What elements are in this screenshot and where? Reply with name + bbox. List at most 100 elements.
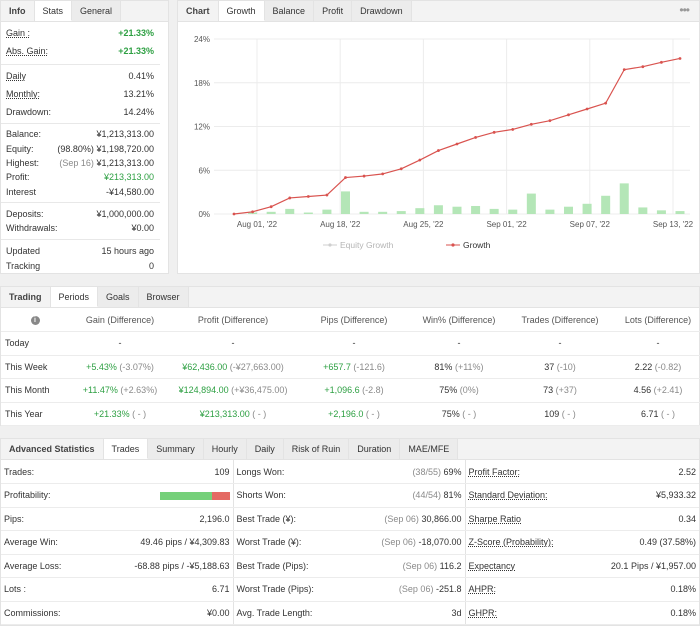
stat-value: 2.52	[605, 460, 699, 484]
stat-label: Shorts Won:	[233, 483, 353, 508]
stat-label-link[interactable]: Standard Deviation:	[468, 490, 548, 501]
stat-label: Lots :	[1, 577, 89, 602]
growth-point	[344, 176, 347, 179]
tab-info[interactable]: Info	[1, 1, 35, 21]
period-label: This Week	[1, 355, 69, 379]
x-tick-label: Aug 18, '22	[320, 220, 361, 229]
trades-val: 109	[544, 408, 560, 419]
tab-daily[interactable]: Daily	[246, 439, 284, 459]
profit-value: ¥213,313.00	[103, 172, 154, 182]
pips-val: -	[352, 338, 356, 349]
growth-point	[325, 193, 329, 197]
tab-trading[interactable]: Trading	[1, 287, 51, 307]
profitability-loss	[212, 491, 230, 500]
stats-row: Average Win: 49.46 pips / ¥4,309.83 Worst …	[1, 530, 699, 555]
gain-cell: +21.33% ( - )	[69, 402, 171, 426]
divider	[1, 239, 160, 240]
period-row-year: This Year +21.33% ( - ) ¥213,313.00 ( - …	[1, 402, 700, 426]
equity-note: (98.80%)	[57, 144, 94, 154]
ellipsis-icon[interactable]: •••	[679, 3, 690, 17]
gain-val: +21.33%	[93, 408, 130, 419]
stat-label[interactable]: Standard Deviation:	[465, 483, 605, 508]
tab-duration[interactable]: Duration	[349, 439, 401, 459]
stat-label-link[interactable]: AHPR:	[468, 584, 497, 595]
tab-goals[interactable]: Goals	[98, 287, 139, 307]
growth-point	[585, 107, 589, 111]
stat-label-link[interactable]: Profit Factor:	[468, 466, 521, 477]
stat-label[interactable]: Profit Factor:	[465, 460, 605, 484]
stat-label: Average Loss:	[1, 554, 89, 578]
daily-bar	[359, 211, 369, 214]
daily-bar	[675, 211, 685, 214]
stat-label[interactable]: Expectancy	[465, 554, 605, 578]
daily-label[interactable]: Daily	[6, 71, 27, 81]
tab-growth[interactable]: Growth	[218, 1, 265, 21]
x-tick-label: Sep 07, '22	[570, 220, 611, 229]
gain-label[interactable]: Gain :	[6, 28, 31, 38]
daily-bar	[508, 209, 518, 214]
tabs-filler	[121, 1, 168, 21]
abs-gain-label[interactable]: Abs. Gain:	[6, 46, 49, 56]
drawdown-label: Drawdown:	[6, 107, 52, 117]
tab-chart[interactable]: Chart	[178, 1, 219, 21]
advanced-stats-table: Trades: 109 Longs Won: (38/55) 69% Profit Fa…	[1, 460, 699, 625]
tab-mae-mfe[interactable]: MAE/MFE	[400, 439, 459, 459]
tabs-filler	[188, 287, 699, 307]
growth-point	[251, 210, 254, 214]
tab-general[interactable]: General	[72, 1, 122, 21]
stats-row: Commissions: ¥0.00 Avg. Trade Length: 3d GH…	[1, 601, 699, 625]
col-lots: Lots (Difference)	[615, 308, 700, 332]
daily-bar	[341, 191, 350, 214]
period-label: Today	[1, 331, 69, 356]
daily-bar	[433, 205, 443, 214]
tab-browser[interactable]: Browser	[138, 287, 189, 307]
stat-value-group: (Sep 06) 30,866.00	[353, 507, 466, 531]
monthly-label[interactable]: Monthly:	[6, 89, 41, 99]
stat-label-link[interactable]: Sharpe Ratio	[468, 513, 522, 524]
tab-drawdown[interactable]: Drawdown	[352, 1, 412, 21]
highest-note: (Sep 16)	[59, 158, 94, 168]
tab-risk-of-ruin[interactable]: Risk of Ruin	[283, 439, 350, 459]
tabs-filler	[411, 1, 699, 21]
tab-balance[interactable]: Balance	[264, 1, 315, 21]
trades-val: 73	[543, 385, 554, 396]
balance-value: ¥1,213,313.00	[96, 129, 154, 139]
stat-note: (44/54)	[412, 490, 441, 501]
stat-label[interactable]: Z-Score (Probability):	[465, 530, 605, 555]
profit-cell: ¥124,894.00 (+¥36,475.00)	[171, 378, 295, 403]
stat-label[interactable]: Sharpe Ratio	[465, 507, 605, 531]
info-panel: Info Stats General Gain : +21.33% Abs. G…	[0, 0, 169, 274]
chart-tabs: Chart Growth Balance Profit Drawdown	[178, 1, 699, 22]
lots-val: 6.71	[640, 408, 659, 419]
lots-diff: (+2.41)	[653, 385, 683, 396]
daily-bar	[266, 211, 276, 214]
tab-stats[interactable]: Stats	[34, 1, 73, 21]
info-icon[interactable]: i	[1, 308, 69, 332]
period-row-today: Today - - - - - -	[1, 331, 700, 356]
growth-point	[660, 60, 663, 64]
tab-periods[interactable]: Periods	[50, 287, 99, 307]
lots-val: 4.56	[633, 385, 652, 396]
col-gain: Gain (Difference)	[69, 308, 171, 332]
tab-hourly[interactable]: Hourly	[203, 439, 247, 459]
stat-label[interactable]: AHPR:	[465, 577, 605, 602]
lots-val: 2.22	[634, 361, 653, 372]
legend-equity-growth[interactable]: Equity Growth	[340, 240, 394, 250]
stat-value: -18,070.00	[418, 537, 462, 548]
stat-value: 116.2	[439, 560, 462, 571]
legend-growth[interactable]: Growth	[463, 240, 491, 250]
tab-summary[interactable]: Summary	[148, 439, 204, 459]
stat-label-link[interactable]: Z-Score (Probability):	[468, 537, 554, 548]
tab-profit[interactable]: Profit	[314, 1, 353, 21]
tab-trades[interactable]: Trades	[103, 439, 149, 459]
stat-value: -68.88 pips / -¥5,188.63	[89, 554, 234, 578]
stat-label: Best Trade (Pips):	[233, 554, 353, 578]
stat-value-group: (Sep 06) 116.2	[353, 554, 466, 578]
daily-bar	[638, 207, 648, 214]
tab-advanced-statistics[interactable]: Advanced Statistics	[1, 439, 104, 459]
stat-label[interactable]: GHPR:	[465, 601, 605, 625]
stat-label-link[interactable]: GHPR:	[468, 607, 498, 618]
growth-point	[474, 136, 477, 139]
stat-label-link[interactable]: Expectancy	[468, 560, 516, 571]
daily-bar	[601, 195, 611, 214]
